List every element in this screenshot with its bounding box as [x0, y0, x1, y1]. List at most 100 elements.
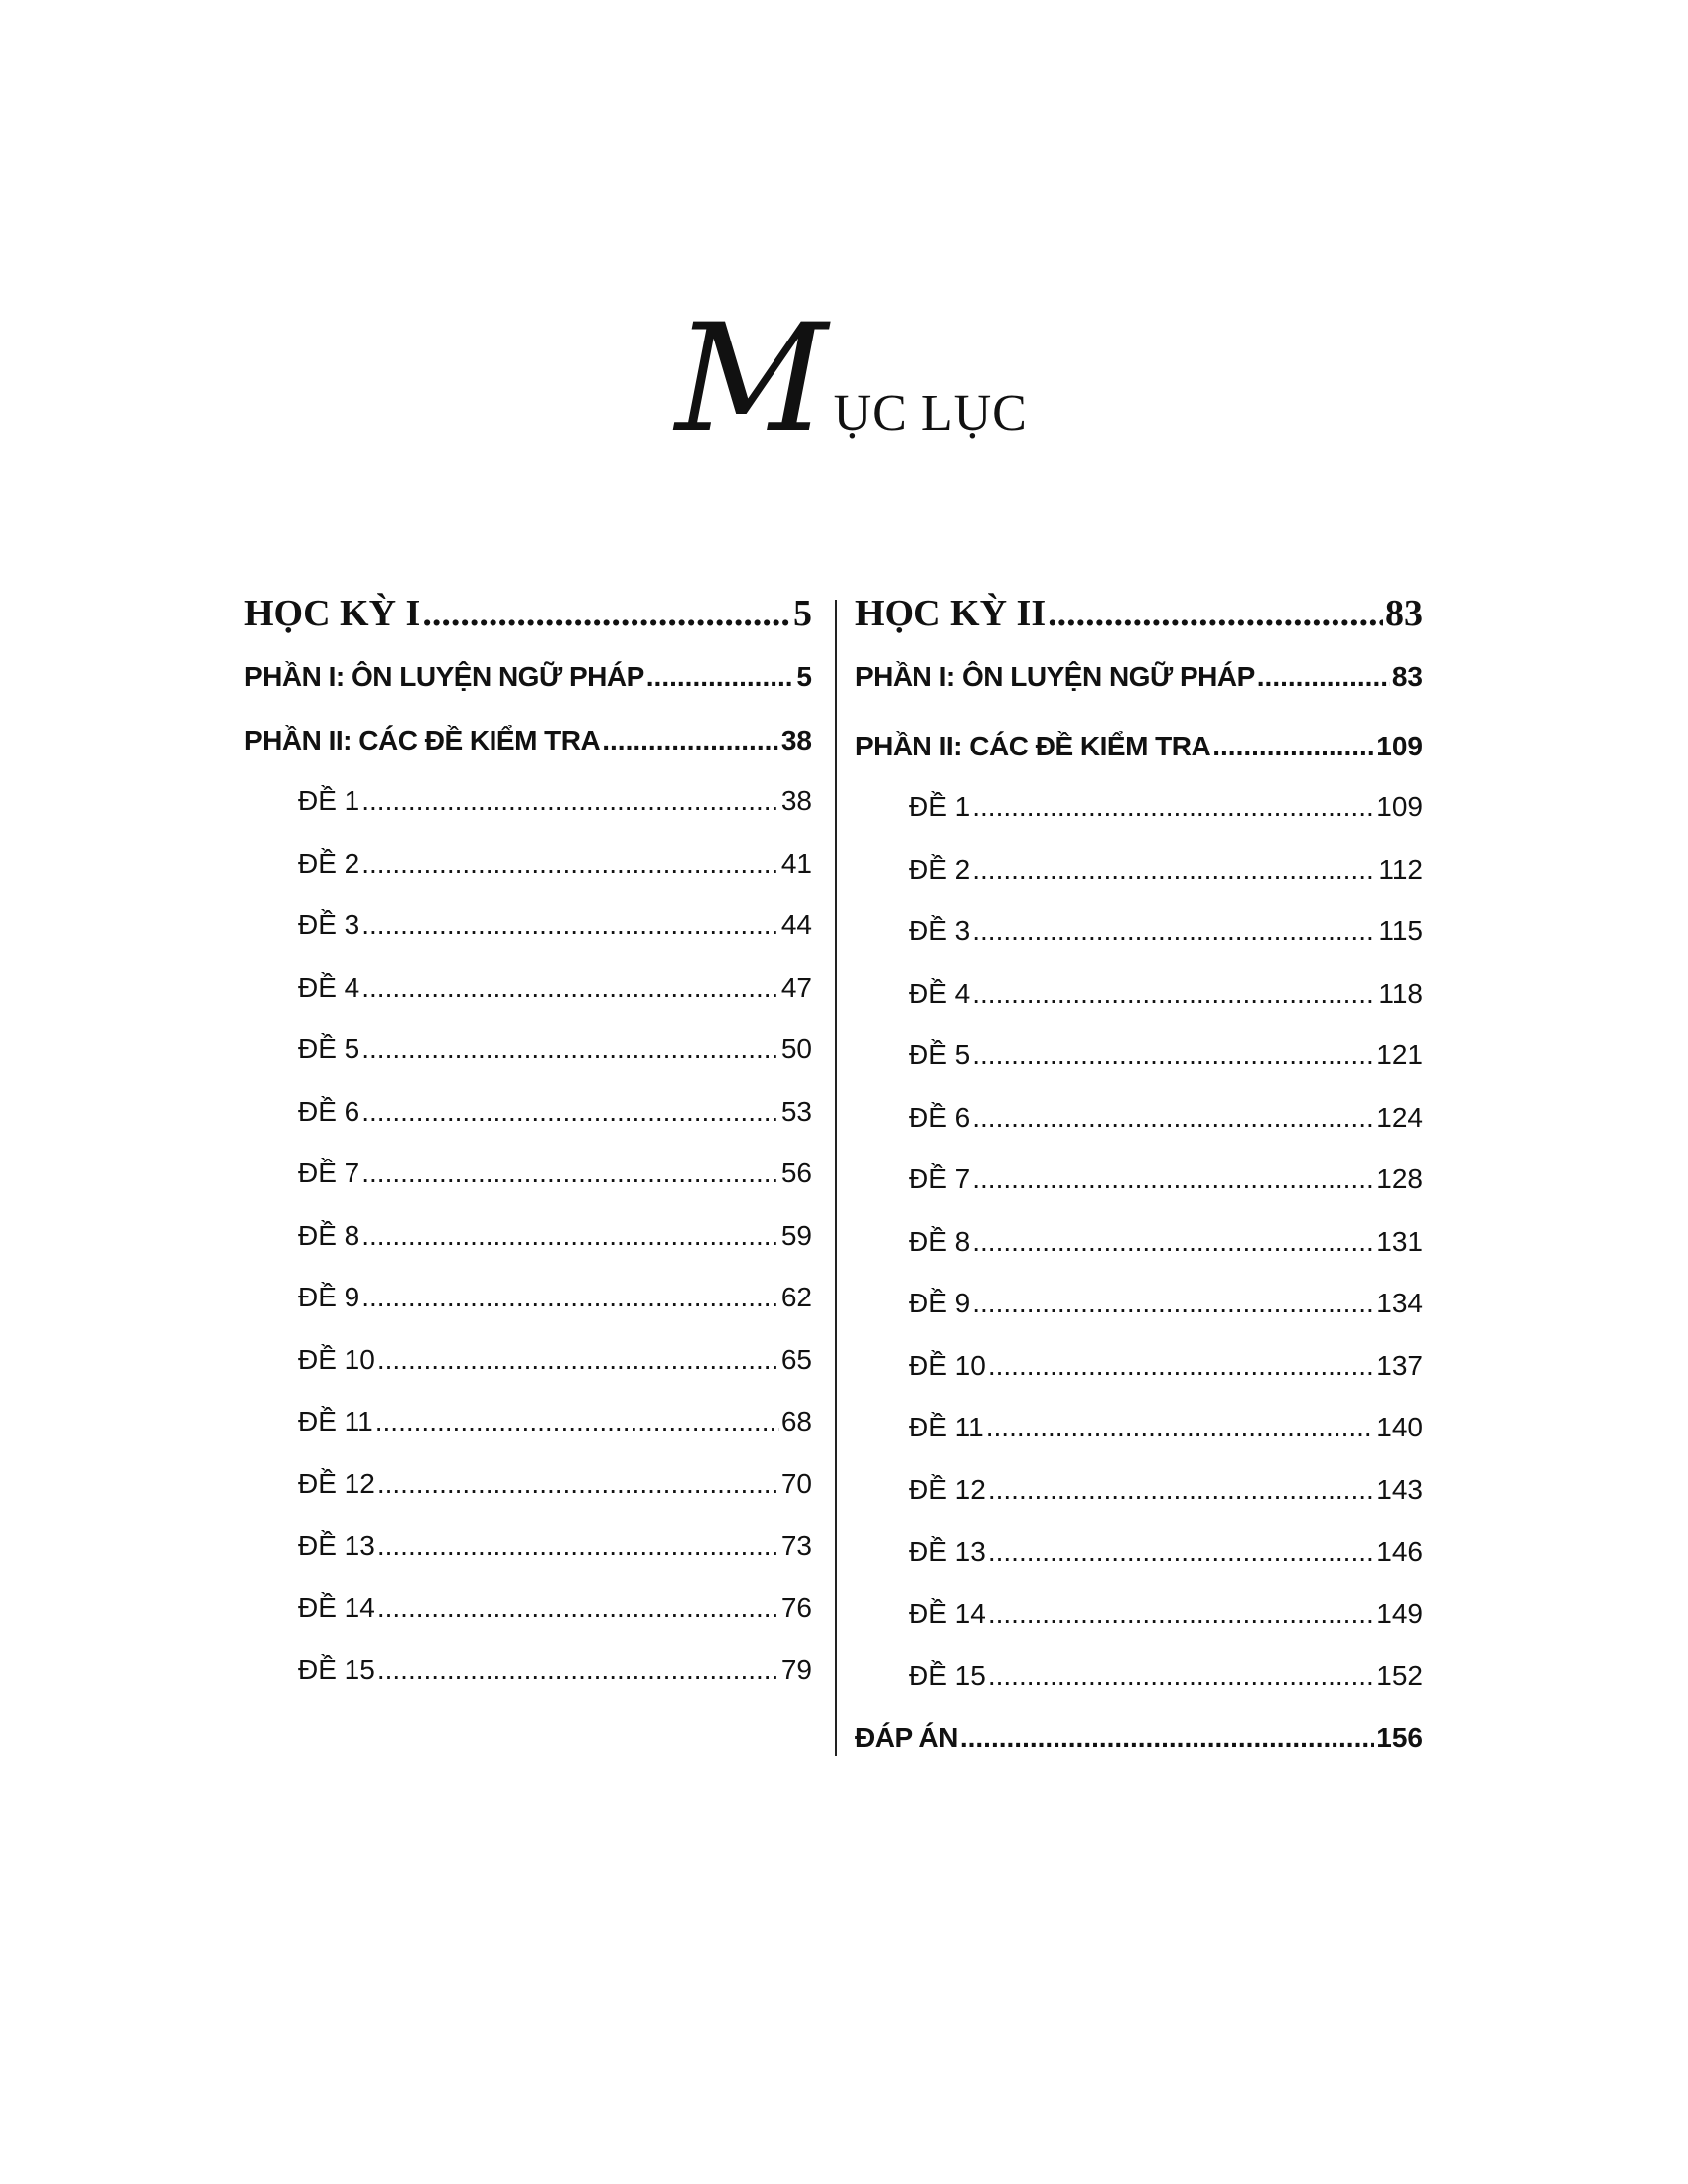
toc-entry[interactable]: ĐỀ 14...................................… [909, 1598, 1423, 1634]
dot-leader: ........................................… [361, 847, 779, 879]
entry-label: ĐỀ 9 [909, 1288, 971, 1318]
dot-leader: ........................................… [959, 1721, 1374, 1753]
entry-label: ĐỀ 5 [909, 1039, 971, 1070]
toc-entry[interactable]: ĐỀ 1....................................… [909, 791, 1423, 827]
toc-entry[interactable]: ĐỀ 4....................................… [298, 972, 812, 1008]
entry-page: 156 [1376, 1721, 1423, 1753]
entry-label: ĐỀ 3 [909, 915, 971, 946]
dot-leader: ........................................… [361, 909, 779, 940]
entry-page: 56 [780, 1158, 812, 1188]
entry-page: 62 [780, 1282, 812, 1312]
entry-label: ĐỀ 5 [298, 1033, 360, 1064]
entry-page: 128 [1376, 1163, 1423, 1194]
toc-entry[interactable]: ĐỀ 8....................................… [298, 1220, 812, 1256]
dot-leader: ........................................… [972, 791, 1374, 822]
toc-entry[interactable]: ĐỀ 7....................................… [909, 1163, 1423, 1199]
toc-entry[interactable]: ĐỀ 9....................................… [909, 1288, 1423, 1323]
toc-entry[interactable]: ĐỀ 2....................................… [298, 848, 812, 884]
entry-label: ĐỀ 8 [909, 1225, 971, 1257]
entry-label: ĐỀ 3 [298, 909, 360, 940]
toc-entry[interactable]: ĐỀ 4....................................… [909, 978, 1423, 1014]
toc-entry[interactable]: ĐỀ 8....................................… [909, 1226, 1423, 1262]
toc-section[interactable]: PHẦN I: ÔN LUYỆN NGỮ PHÁP...............… [855, 661, 1423, 697]
toc-entry[interactable]: ĐỀ 5....................................… [298, 1033, 812, 1069]
toc-entry[interactable]: ĐỀ 14...................................… [298, 1592, 812, 1628]
dot-leader: ........................................… [361, 1219, 779, 1251]
entry-page: 118 [1378, 977, 1423, 1009]
entry-page: 83 [1385, 593, 1423, 634]
entry-label: HỌC KỲ II [855, 593, 1047, 634]
entry-page: 143 [1376, 1473, 1423, 1505]
toc-entry[interactable]: ĐỀ 11...................................… [909, 1412, 1423, 1447]
entry-label: HỌC KỲ I [244, 593, 421, 634]
toc-entry[interactable]: ĐỀ 5....................................… [909, 1039, 1423, 1075]
entry-page: 149 [1376, 1597, 1423, 1629]
toc-entry[interactable]: ĐỀ 13...................................… [298, 1530, 812, 1566]
toc-section[interactable]: PHẦN II: CÁC ĐỀ KIỂM TRA................… [244, 725, 812, 760]
dot-leader: ........................................… [361, 971, 779, 1003]
dot-leader: ........................................… [972, 977, 1376, 1009]
dot-leader: ........................................… [361, 1282, 779, 1312]
toc-heading[interactable]: HỌC KỲ I................................… [244, 592, 812, 637]
entry-label: ĐỀ 4 [909, 977, 971, 1009]
entry-label: ĐỀ 15 [298, 1654, 375, 1685]
toc-entry[interactable]: ĐỀ 9....................................… [298, 1282, 812, 1317]
toc-entry[interactable]: ĐỀ 6....................................… [909, 1102, 1423, 1138]
entry-label: ĐỀ 2 [909, 853, 971, 885]
entry-page: 109 [1376, 731, 1423, 761]
entry-page: 73 [780, 1530, 812, 1561]
toc-heading[interactable]: HỌC KỲ II...............................… [855, 592, 1423, 637]
dot-leader: ........................................… [985, 1412, 1375, 1442]
toc-section[interactable]: PHẦN I: ÔN LUYỆN NGỮ PHÁP...............… [244, 661, 812, 697]
entry-page: 47 [780, 971, 812, 1003]
entry-page: 65 [780, 1343, 812, 1375]
toc-section[interactable]: PHẦN II: CÁC ĐỀ KIỂM TRA................… [855, 731, 1423, 766]
entry-page: 124 [1376, 1101, 1423, 1133]
entry-page: 146 [1376, 1536, 1423, 1567]
dot-leader: ........................................… [972, 1101, 1374, 1133]
toc-section[interactable]: ĐÁP ÁN..................................… [855, 1722, 1423, 1758]
dot-leader: ........................................… [987, 1349, 1374, 1381]
toc-entry[interactable]: ĐỀ 11...................................… [298, 1406, 812, 1441]
toc-entry[interactable]: ĐỀ 3....................................… [909, 915, 1423, 951]
toc-entry[interactable]: ĐỀ 15...................................… [909, 1660, 1423, 1696]
toc-entry[interactable]: ĐỀ 10...................................… [298, 1344, 812, 1380]
entry-page: 131 [1376, 1225, 1423, 1257]
entry-page: 109 [1376, 791, 1423, 822]
entry-label: ĐỀ 13 [909, 1536, 986, 1567]
dot-leader: ........................................… [987, 1597, 1374, 1629]
entry-label: ĐỀ 10 [909, 1349, 986, 1381]
entry-page: 38 [780, 785, 812, 816]
entry-page: 76 [780, 1591, 812, 1623]
title-rest: ỤC LỤC [833, 385, 1028, 442]
dot-leader: ........................................… [602, 725, 779, 755]
entry-label: ĐỀ 11 [909, 1412, 984, 1442]
toc-entry[interactable]: ĐỀ 1....................................… [298, 785, 812, 821]
entry-label: ĐỀ 1 [909, 791, 971, 822]
dot-leader: ........................................… [1212, 731, 1375, 761]
entry-label: ĐỀ 4 [298, 971, 360, 1003]
dot-leader: ........................................… [972, 915, 1376, 946]
dot-leader: ........................................… [987, 1536, 1374, 1567]
entry-page: 121 [1376, 1039, 1423, 1070]
entry-page: 41 [780, 847, 812, 879]
entry-page: 70 [780, 1467, 812, 1499]
toc-entry[interactable]: ĐỀ 12...................................… [298, 1468, 812, 1504]
toc-entry[interactable]: ĐỀ 12...................................… [909, 1474, 1423, 1510]
entry-page: 115 [1378, 915, 1423, 946]
entry-page: 134 [1376, 1288, 1423, 1318]
toc-entry[interactable]: ĐỀ 2....................................… [909, 854, 1423, 889]
entry-page: 5 [796, 661, 812, 692]
entry-page: 152 [1376, 1660, 1423, 1691]
entry-page: 53 [780, 1095, 812, 1127]
entry-label: ĐỀ 8 [298, 1219, 360, 1251]
toc-entry[interactable]: ĐỀ 7....................................… [298, 1158, 812, 1193]
toc-entry[interactable]: ĐỀ 15...................................… [298, 1654, 812, 1690]
dot-leader: ........................................… [376, 1343, 779, 1375]
dot-leader: ........................................… [987, 1473, 1374, 1505]
toc-entry[interactable]: ĐỀ 10...................................… [909, 1350, 1423, 1386]
toc-entry[interactable]: ĐỀ 3....................................… [298, 909, 812, 945]
toc-entry[interactable]: ĐỀ 6....................................… [298, 1096, 812, 1132]
toc-entry[interactable]: ĐỀ 13...................................… [909, 1536, 1423, 1571]
entry-page: 68 [780, 1406, 812, 1436]
